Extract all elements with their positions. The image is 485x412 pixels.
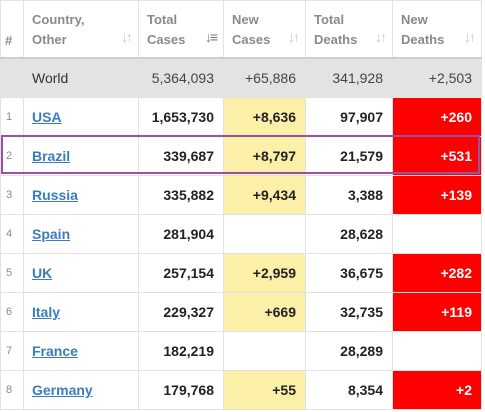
- country-link[interactable]: UK: [32, 265, 53, 281]
- country-cell: Germany: [23, 370, 139, 410]
- header-total-cases[interactable]: Total Cases ↓≡: [138, 0, 224, 59]
- new-deaths-cell: +2: [392, 370, 482, 410]
- world-num: [0, 57, 24, 98]
- header-country[interactable]: Country, Other ↓↑: [23, 0, 139, 59]
- table-row: 8 Germany 179,768 +55 8,354 +2: [0, 370, 482, 410]
- total-cases-cell: 281,904: [138, 214, 224, 254]
- country-link[interactable]: USA: [32, 109, 62, 125]
- header-num-label: #: [5, 33, 13, 48]
- total-deaths-cell: 3,388: [305, 175, 393, 215]
- total-cases-cell: 335,882: [138, 175, 224, 215]
- new-cases-cell: +9,434: [223, 175, 306, 215]
- header-total-deaths-label: Total Deaths: [314, 12, 358, 47]
- header-new-deaths-label: New Deaths: [401, 12, 445, 47]
- total-deaths-cell: 28,289: [305, 331, 393, 371]
- new-cases-cell: +8,797: [223, 136, 306, 176]
- country-cell: USA: [23, 97, 139, 137]
- sort-arrows-icon[interactable]: ↓↑: [464, 29, 476, 45]
- row-num: 7: [0, 331, 24, 371]
- world-total-deaths: 341,928: [305, 57, 393, 98]
- header-new-cases-label: New Cases: [232, 12, 271, 47]
- header-total-cases-label: Total Cases: [147, 12, 186, 47]
- header-new-cases[interactable]: New Cases ↓↑: [223, 0, 306, 59]
- total-deaths-cell: 28,628: [305, 214, 393, 254]
- sort-arrows-icon[interactable]: ↓↑: [375, 29, 387, 45]
- new-cases-cell: +55: [223, 370, 306, 410]
- table-row: 3 Russia 335,882 +9,434 3,388 +139: [0, 175, 482, 215]
- country-cell: Spain: [23, 214, 139, 254]
- row-num: 3: [0, 175, 24, 215]
- country-cell: Russia: [23, 175, 139, 215]
- world-new-cases: +65,886: [223, 57, 306, 98]
- sort-arrows-icon[interactable]: ↓↑: [121, 29, 133, 45]
- header-new-deaths[interactable]: New Deaths ↓↑: [392, 0, 482, 59]
- new-deaths-cell: [392, 331, 482, 371]
- row-num: 5: [0, 253, 24, 293]
- country-cell: Brazil: [23, 136, 139, 176]
- new-cases-cell: [223, 214, 306, 254]
- new-deaths-cell: +139: [392, 175, 482, 215]
- total-deaths-cell: 21,579: [305, 136, 393, 176]
- total-cases-cell: 229,327: [138, 292, 224, 332]
- total-cases-cell: 339,687: [138, 136, 224, 176]
- table-row: 2 Brazil 339,687 +8,797 21,579 +531: [0, 136, 482, 176]
- world-new-deaths: +2,503: [392, 57, 482, 98]
- row-num: 2: [0, 136, 24, 176]
- world-total-cases: 5,364,093: [138, 57, 224, 98]
- country-link[interactable]: Germany: [32, 382, 93, 398]
- table-row: 1 USA 1,653,730 +8,636 97,907 +260: [0, 97, 482, 137]
- row-num: 8: [0, 370, 24, 410]
- total-cases-cell: 182,219: [138, 331, 224, 371]
- sort-descending-icon[interactable]: ↓≡: [204, 29, 218, 45]
- new-deaths-cell: +260: [392, 97, 482, 137]
- country-cell: UK: [23, 253, 139, 293]
- table-row: 6 Italy 229,327 +669 32,735 +119: [0, 292, 482, 332]
- total-deaths-cell: 97,907: [305, 97, 393, 137]
- country-cell: France: [23, 331, 139, 371]
- country-link[interactable]: Russia: [32, 187, 78, 203]
- row-num: 4: [0, 214, 24, 254]
- header-country-label: Country, Other: [32, 12, 85, 47]
- new-deaths-cell: [392, 214, 482, 254]
- country-link[interactable]: France: [32, 343, 78, 359]
- world-row: World 5,364,093 +65,886 341,928 +2,503: [0, 57, 482, 98]
- table-row: 5 UK 257,154 +2,959 36,675 +282: [0, 253, 482, 293]
- row-num: 6: [0, 292, 24, 332]
- total-deaths-cell: 32,735: [305, 292, 393, 332]
- header-total-deaths[interactable]: Total Deaths ↓↑: [305, 0, 393, 59]
- new-deaths-cell: +282: [392, 253, 482, 293]
- total-cases-cell: 179,768: [138, 370, 224, 410]
- table-row: 7 France 182,219 28,289: [0, 331, 482, 371]
- new-cases-cell: [223, 331, 306, 371]
- total-cases-cell: 257,154: [138, 253, 224, 293]
- header-num: #: [0, 0, 24, 59]
- new-cases-cell: +8,636: [223, 97, 306, 137]
- sort-arrows-icon[interactable]: ↓↑: [288, 29, 300, 45]
- new-deaths-cell: +119: [392, 292, 482, 332]
- new-cases-cell: +2,959: [223, 253, 306, 293]
- country-cell: Italy: [23, 292, 139, 332]
- total-cases-cell: 1,653,730: [138, 97, 224, 137]
- world-country: World: [23, 57, 139, 98]
- new-deaths-cell: +531: [392, 136, 482, 176]
- total-deaths-cell: 8,354: [305, 370, 393, 410]
- country-link[interactable]: Brazil: [32, 148, 71, 164]
- country-link[interactable]: Italy: [32, 304, 61, 320]
- total-deaths-cell: 36,675: [305, 253, 393, 293]
- table-row: 4 Spain 281,904 28,628: [0, 214, 482, 254]
- header-row: # Country, Other ↓↑ Total Cases ↓≡ New C…: [0, 0, 482, 59]
- row-num: 1: [0, 97, 24, 137]
- new-cases-cell: +669: [223, 292, 306, 332]
- country-link[interactable]: Spain: [32, 226, 71, 242]
